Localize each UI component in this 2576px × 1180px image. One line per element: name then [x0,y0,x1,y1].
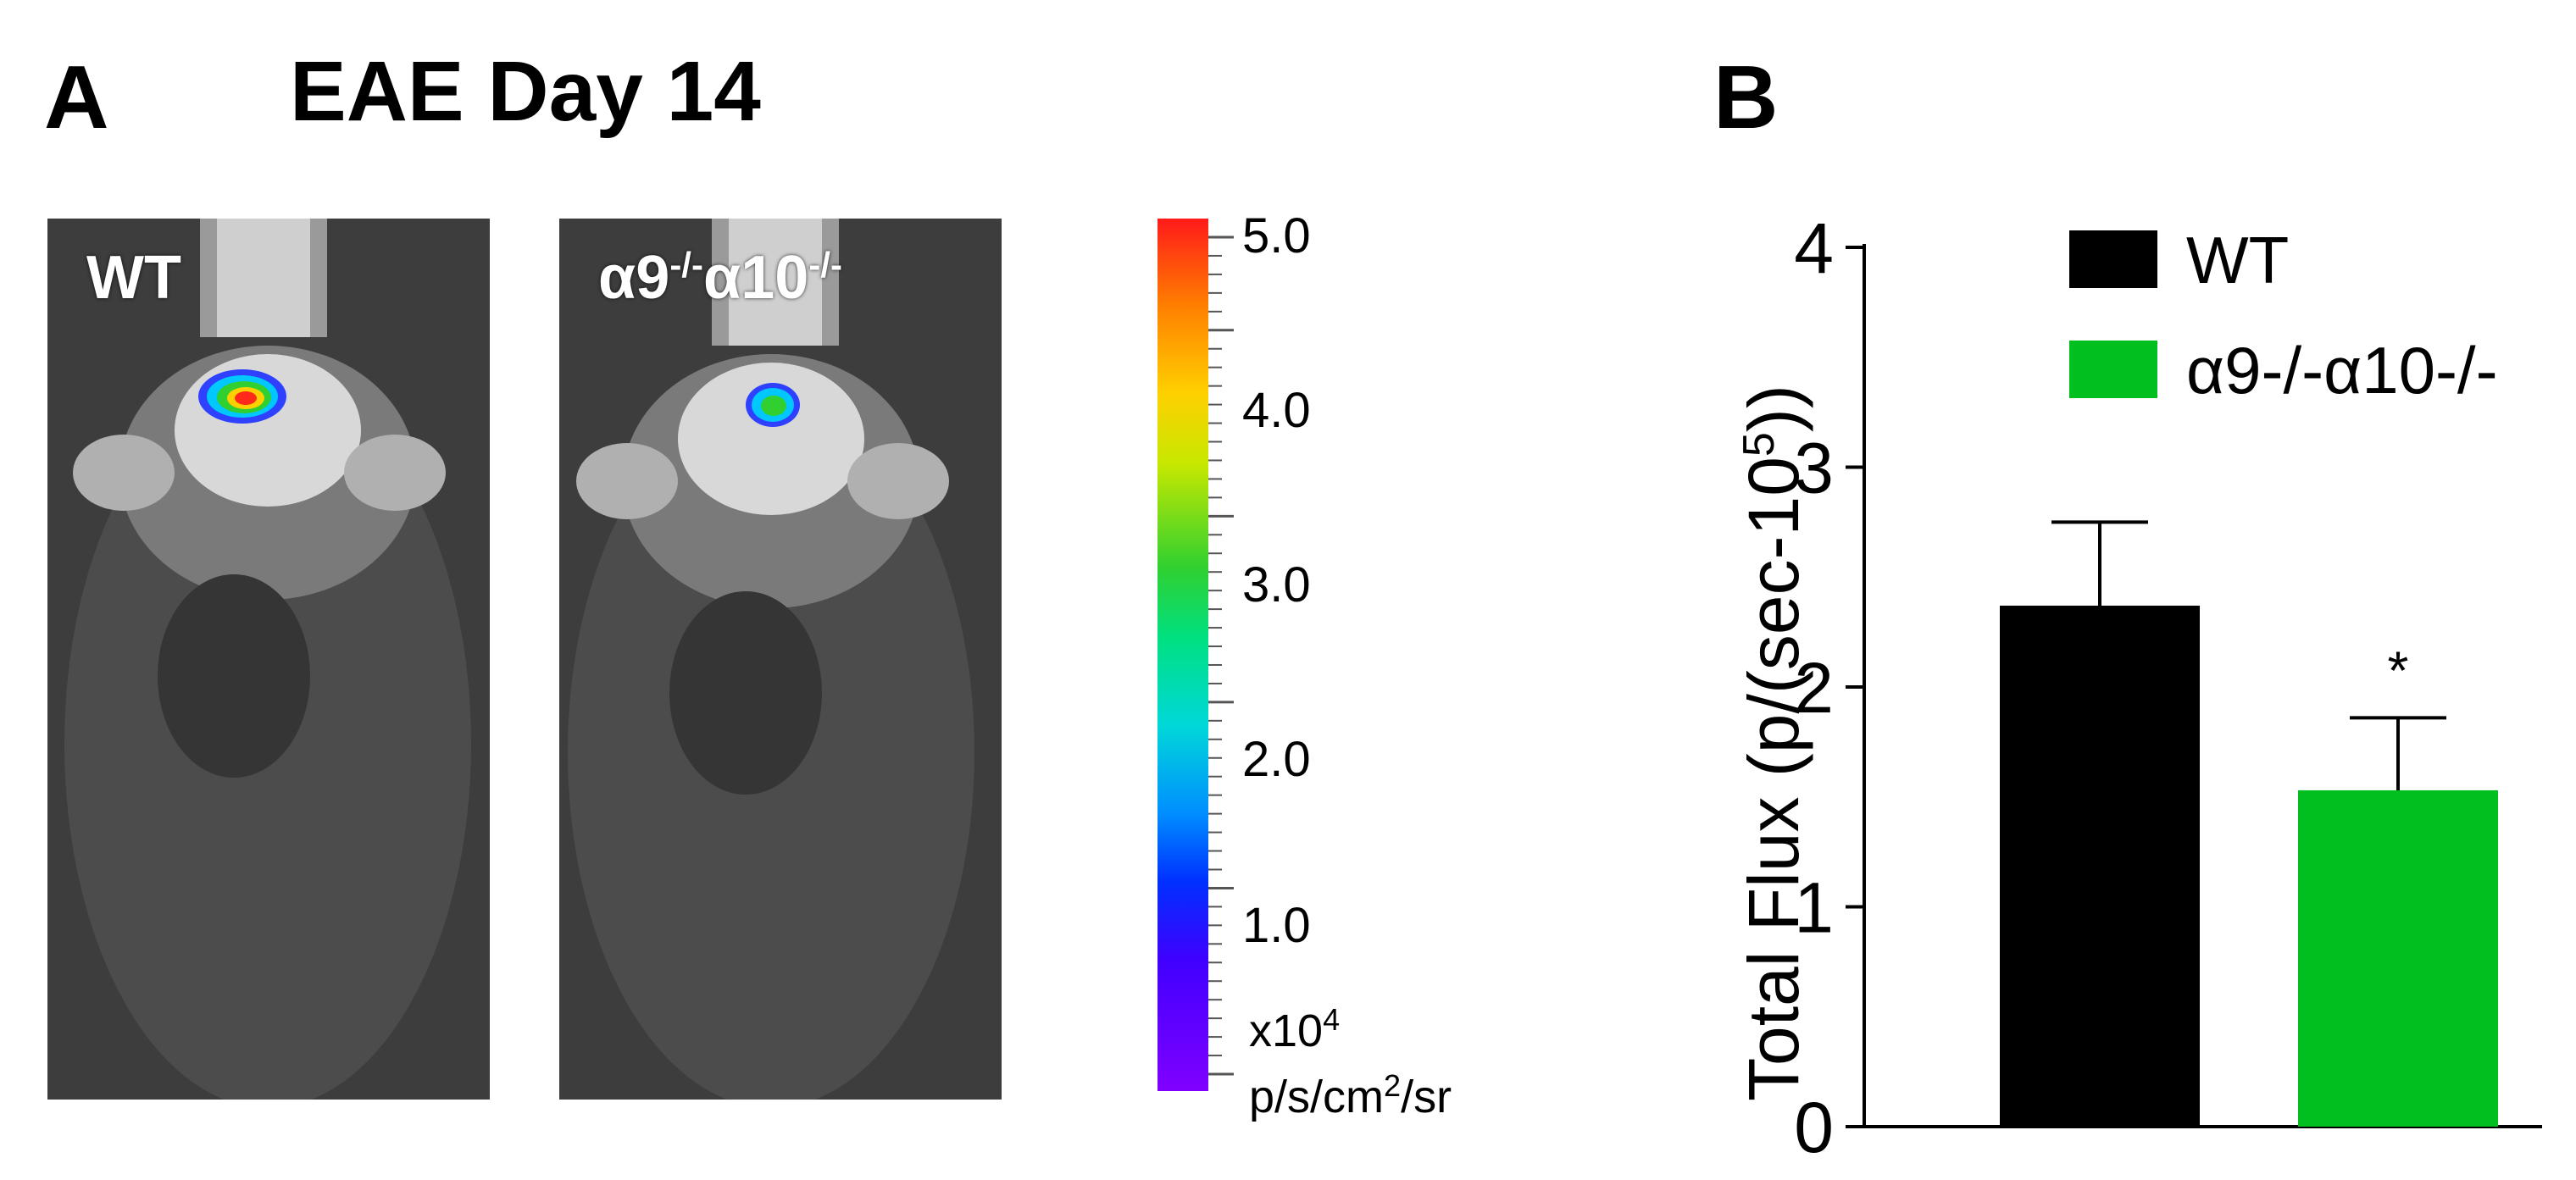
mouse-label-wt: WT [86,244,181,312]
y-tick-label-1: 1 [1794,868,1834,948]
colorbar-unit-multiplier: x104 [1249,1002,1341,1056]
colorbar-label-2: 2.0 [1242,732,1311,787]
colorbar-unit: p/s/cm2/sr [1249,1068,1452,1122]
colorbar-label-3: 3.0 [1242,557,1311,612]
legend-swatch-knockout [2069,341,2157,398]
colorbar-label-1: 1.0 [1242,898,1311,953]
significance-marker: * [2388,640,2409,701]
panel-a-letter: A [44,47,109,147]
y-tick-label-0: 0 [1794,1088,1834,1161]
mouse-illustration-knockout [559,219,1002,1100]
legend-label-wt: WT [2186,223,2289,297]
y-tick-label-3: 3 [1794,429,1834,508]
panel-b-letter: B [1713,47,1779,147]
mouse-image-wt: WT [47,219,490,1100]
mouse-label-knockout: α9-/-α10-/- [598,244,842,312]
bar-chart: 0 1 2 3 4 * WT α9-/-α10-/- [1794,208,2542,1161]
bar-wt [2000,605,2200,1127]
y-tick-label-4: 4 [1794,208,1834,288]
colorbar-gradient [1158,219,1208,1091]
legend-label-knockout: α9-/-α10-/- [2186,333,2498,407]
bar-knockout [2298,789,2498,1127]
mouse-image-knockout: α9-/-α10-/- [559,219,1002,1100]
panel-a-title: EAE Day 14 [290,44,761,139]
mouse-illustration-wt [47,219,490,1100]
legend-swatch-wt [2069,230,2157,288]
colorbar-label-4: 4.0 [1242,383,1311,438]
colorbar-ticks [1208,235,1234,1076]
y-tick-label-2: 2 [1794,648,1834,728]
colorbar-label-5: 5.0 [1242,208,1311,263]
